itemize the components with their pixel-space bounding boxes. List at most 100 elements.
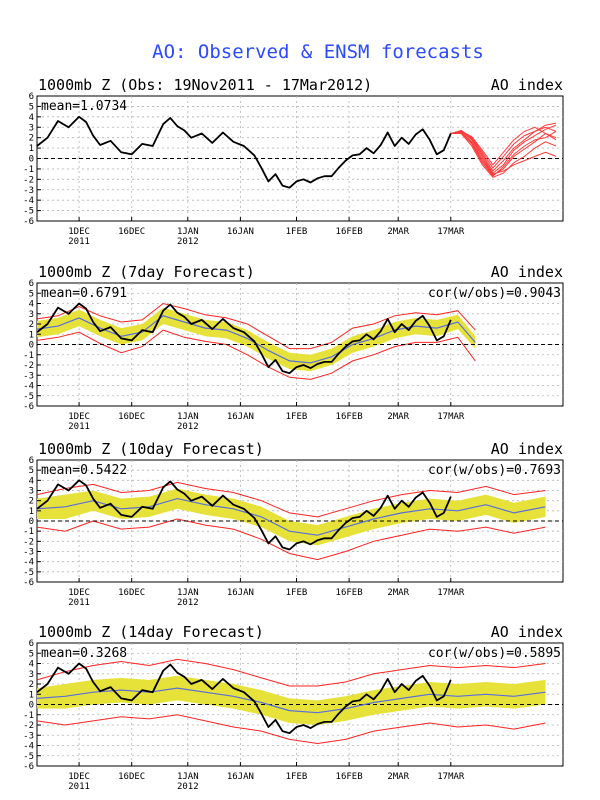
y-tick-label: 6 — [29, 456, 34, 466]
panel-index-label: AO index — [491, 76, 563, 94]
x-tick-label: 1JAN — [177, 412, 199, 422]
panel-index-label: AO index — [491, 623, 563, 641]
y-tick-label: 5 — [29, 102, 34, 112]
x-tick-label: 16JAN — [227, 588, 254, 598]
y-tick-label: -6 — [23, 402, 34, 412]
y-tick-label: 3 — [29, 310, 34, 320]
x-tick-label: 16JAN — [227, 227, 254, 237]
x-tick-year-label: 2011 — [68, 782, 90, 792]
panel-mean-label: mean=0.3268 — [41, 646, 127, 661]
y-tick-label: -2 — [23, 537, 34, 547]
x-tick-label: 2MAR — [387, 227, 409, 237]
x-tick-label: 16FEB — [336, 772, 363, 782]
ensemble-min-line — [36, 329, 476, 380]
x-tick-label: 17MAR — [437, 772, 465, 782]
y-tick-label: 5 — [29, 466, 34, 476]
y-tick-label: 3 — [29, 670, 34, 680]
x-tick-label: 1FEB — [286, 772, 308, 782]
y-tick-label: -3 — [23, 731, 34, 741]
y-tick-label: -5 — [23, 752, 34, 762]
y-tick-label: 0 — [29, 701, 34, 711]
ensemble-max-line — [36, 658, 546, 687]
y-tick-label: -3 — [23, 371, 34, 381]
forecast-member-line-8 — [450, 130, 557, 177]
y-tick-label: 3 — [29, 123, 34, 133]
y-tick-label: -2 — [23, 361, 34, 371]
panel-correlation-label: cor(w/obs)=0.7693 — [428, 463, 561, 478]
y-tick-label: -4 — [23, 382, 34, 392]
x-tick-label: 1DEC — [68, 227, 90, 237]
forecast-member-line-4 — [450, 133, 557, 178]
y-tick-label: -1 — [23, 351, 34, 361]
x-tick-label: 17MAR — [437, 227, 465, 237]
ensemble-mean-line — [36, 687, 546, 714]
panel-mean-label: mean=1.0734 — [41, 99, 127, 114]
y-tick-label: -5 — [23, 392, 34, 402]
observed-ao-line — [36, 115, 452, 189]
observed-ao-line — [36, 662, 452, 735]
y-tick-label: -4 — [23, 742, 34, 752]
y-tick-label: -2 — [23, 175, 34, 185]
y-tick-label: 0 — [29, 155, 34, 165]
x-tick-label: 17MAR — [437, 588, 465, 598]
ensemble-min-line — [36, 518, 546, 561]
y-tick-label: 0 — [29, 517, 34, 527]
y-tick-label: -1 — [23, 165, 34, 175]
y-tick-label: -5 — [23, 568, 34, 578]
y-tick-label: 6 — [29, 639, 34, 649]
y-tick-label: 3 — [29, 487, 34, 497]
y-tick-label: -3 — [23, 548, 34, 558]
x-tick-year-label: 2012 — [177, 422, 199, 432]
y-tick-label: 0 — [29, 341, 34, 351]
ensemble-spread-band — [37, 307, 476, 372]
panel-title: 1000mb Z (14day Forecast) — [38, 623, 264, 641]
y-tick-label: -6 — [23, 578, 34, 588]
panel-title: 1000mb Z (Obs: 19Nov2011 - 17Mar2012) — [38, 76, 372, 94]
x-tick-label: 2MAR — [387, 772, 409, 782]
observed-ao-line — [36, 479, 452, 551]
panel-correlation-label: cor(w/obs)=0.5895 — [428, 646, 561, 661]
x-tick-year-label: 2011 — [68, 598, 90, 608]
ensemble-max-line — [36, 302, 476, 350]
y-tick-label: -4 — [23, 196, 34, 206]
x-tick-label: 17MAR — [437, 412, 465, 422]
y-tick-label: 5 — [29, 289, 34, 299]
x-tick-label: 16FEB — [336, 412, 363, 422]
observed-ao-line — [36, 302, 452, 375]
y-tick-label: 1 — [29, 690, 34, 700]
x-tick-label: 2MAR — [387, 412, 409, 422]
forecast-member-line-1 — [450, 124, 557, 174]
x-tick-label: 1FEB — [286, 412, 308, 422]
x-tick-label: 1DEC — [68, 412, 90, 422]
x-tick-year-label: 2011 — [68, 422, 90, 432]
y-tick-label: 6 — [29, 92, 34, 102]
panel-title: 1000mb Z (10day Forecast) — [38, 440, 264, 458]
forecast-member-line-3 — [450, 126, 557, 169]
y-tick-label: -6 — [23, 762, 34, 772]
x-tick-label: 1JAN — [177, 227, 199, 237]
y-tick-label: 1 — [29, 144, 34, 154]
x-tick-label: 1FEB — [286, 588, 308, 598]
y-tick-label: 6 — [29, 279, 34, 289]
panel-mean-label: mean=0.6791 — [41, 286, 127, 301]
y-tick-label: 4 — [29, 113, 34, 123]
ensemble-max-line — [36, 481, 546, 518]
x-tick-label: 1DEC — [68, 772, 90, 782]
x-tick-label: 16JAN — [227, 772, 254, 782]
x-tick-label: 16DEC — [118, 412, 145, 422]
y-tick-label: -4 — [23, 558, 34, 568]
ensemble-min-line — [36, 714, 546, 745]
x-tick-year-label: 2012 — [177, 598, 199, 608]
x-tick-label: 16DEC — [118, 772, 145, 782]
y-tick-label: 5 — [29, 649, 34, 659]
y-tick-label: 1 — [29, 330, 34, 340]
x-tick-label: 16DEC — [118, 588, 145, 598]
ensemble-spread-band — [37, 488, 546, 546]
x-tick-year-label: 2011 — [68, 237, 90, 247]
panel-correlation-label: cor(w/obs)=0.9043 — [428, 286, 561, 301]
y-tick-label: -6 — [23, 217, 34, 227]
y-tick-label: -2 — [23, 721, 34, 731]
